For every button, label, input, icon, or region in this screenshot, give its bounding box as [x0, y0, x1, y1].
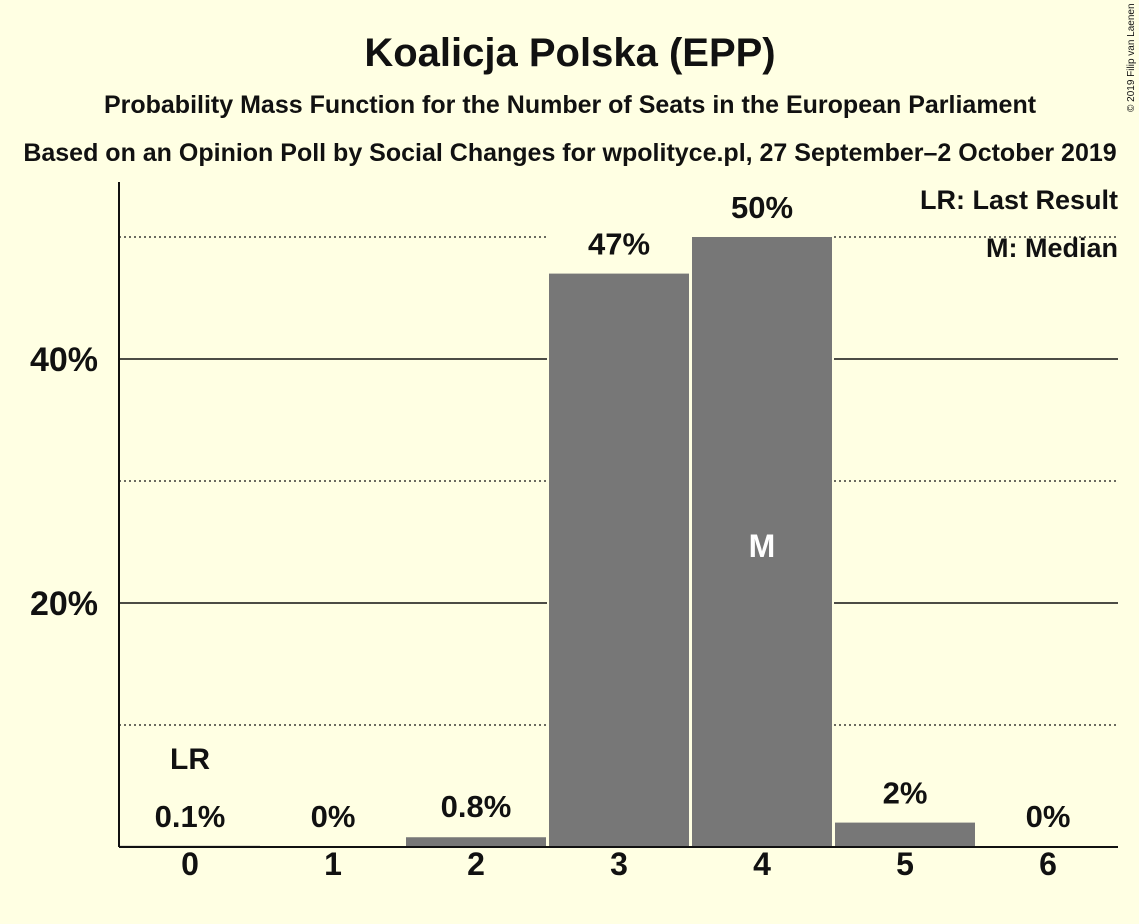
chart-markers: LR M — [170, 528, 775, 776]
y-axis-ticks: 20% 40% — [30, 341, 98, 623]
bar-seats-2 — [406, 837, 546, 847]
bar-value-label: 50% — [731, 190, 793, 225]
bar-value-label: 2% — [883, 776, 928, 811]
y-tick-label: 40% — [30, 341, 98, 379]
last-result-marker: LR — [170, 743, 210, 776]
legend: LR: Last Result M: Median — [920, 185, 1118, 263]
legend-last-result: LR: Last Result — [920, 185, 1118, 215]
x-axis-ticks: 0 1 2 3 4 5 6 — [181, 846, 1057, 882]
bar-background-gap — [404, 787, 548, 847]
x-tick-label: 6 — [1039, 846, 1057, 882]
x-tick-label: 4 — [753, 846, 771, 882]
bar-seats-5 — [835, 822, 975, 847]
bar-seats-3 — [549, 273, 689, 848]
bar-value-label: 0.1% — [155, 799, 226, 834]
x-tick-label: 0 — [181, 846, 199, 882]
bar-seats-4 — [692, 237, 832, 847]
x-tick-label: 3 — [610, 846, 628, 882]
bar-value-label: 0% — [1026, 799, 1071, 834]
bar-value-label: 47% — [588, 227, 650, 262]
chart-source-subtitle: Based on an Opinion Poll by Social Chang… — [23, 139, 1116, 167]
y-tick-label: 20% — [30, 585, 98, 623]
median-marker: M — [749, 528, 776, 564]
copyright-note: © 2019 Filip van Laenen — [1126, 3, 1137, 112]
x-tick-label: 5 — [896, 846, 914, 882]
bar-value-label: 0.8% — [441, 789, 512, 824]
bars — [118, 187, 977, 848]
legend-median: M: Median — [986, 233, 1118, 263]
bar-background-gap — [118, 795, 262, 847]
x-tick-label: 2 — [467, 846, 485, 882]
chart-subtitle: Probability Mass Function for the Number… — [104, 91, 1037, 119]
chart-title: Koalicja Polska (EPP) — [364, 31, 775, 75]
bar-value-labels: 0.1% 0% 0.8% 47% 50% 2% 0% — [155, 190, 1071, 834]
bar-value-label: 0% — [311, 799, 356, 834]
x-tick-label: 1 — [324, 846, 342, 882]
